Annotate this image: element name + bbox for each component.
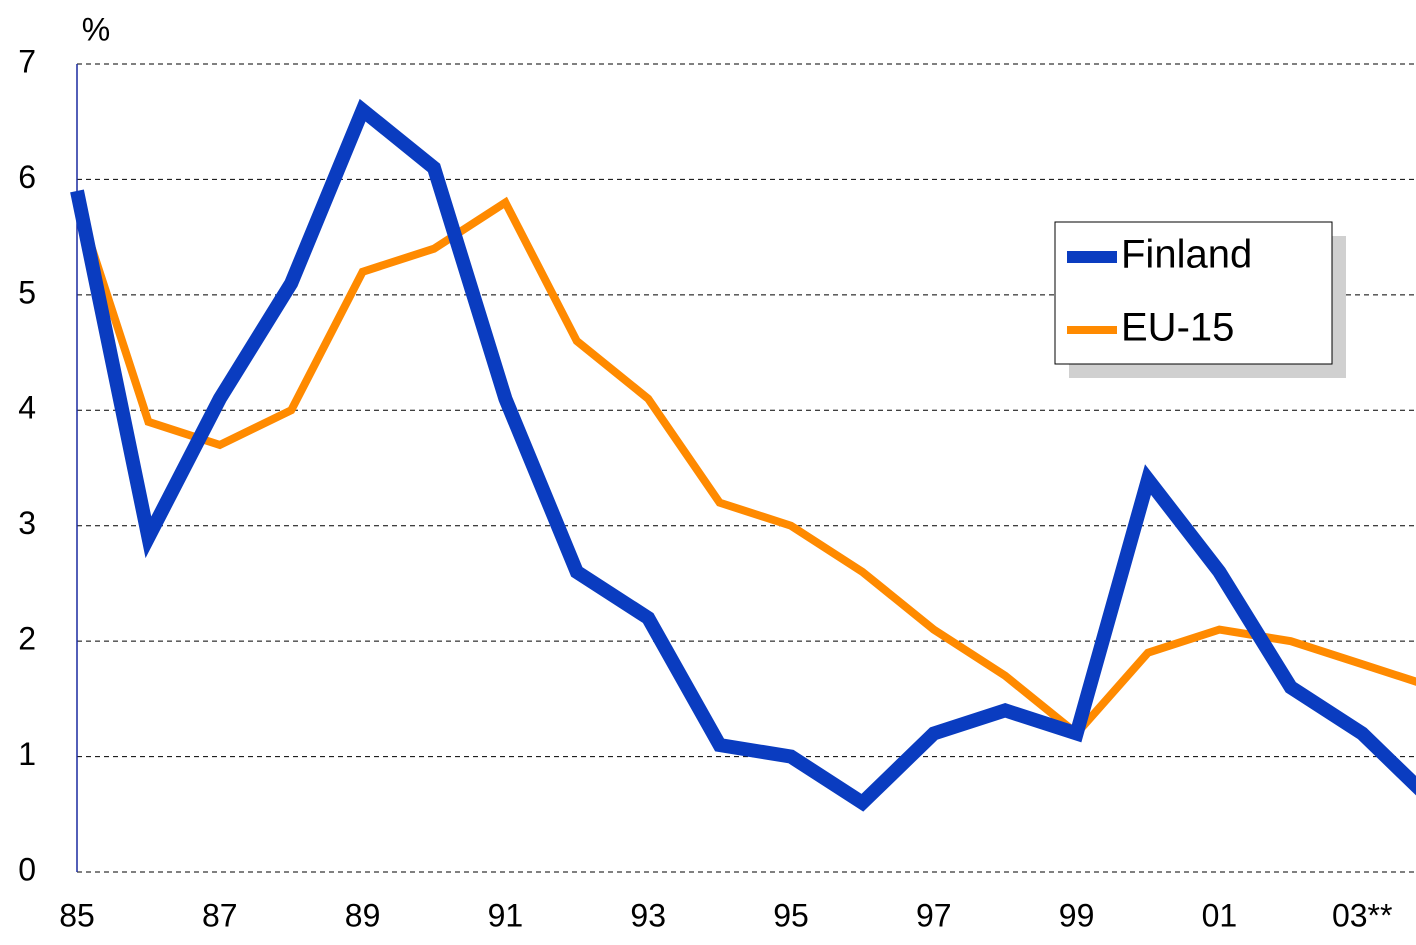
y-tick-label: 6 xyxy=(18,159,36,195)
y-tick-label: 3 xyxy=(18,505,36,541)
y-tick-label: 4 xyxy=(18,390,36,426)
line-series xyxy=(70,98,1416,812)
x-tick-label: 99 xyxy=(1059,897,1095,933)
y-tick-label: 0 xyxy=(18,851,36,887)
line-series xyxy=(73,196,1416,740)
x-tick-label: 85 xyxy=(59,897,95,933)
x-tick-label: 93 xyxy=(630,897,666,933)
x-tick-label: 91 xyxy=(488,897,524,933)
x-tick-label: 97 xyxy=(916,897,952,933)
x-tick-label: 95 xyxy=(773,897,809,933)
x-tick-label: 87 xyxy=(202,897,238,933)
x-tick-label: 01 xyxy=(1202,897,1238,933)
legend xyxy=(1054,221,1333,365)
x-tick-label: 89 xyxy=(345,897,381,933)
y-tick-label: 1 xyxy=(18,736,36,772)
y-tick-label: 7 xyxy=(18,43,36,79)
legend-label: EU-15 xyxy=(1121,306,1234,350)
y-tick-label: 5 xyxy=(18,274,36,310)
y-tick-label: 2 xyxy=(18,621,36,657)
legend-label: Finland xyxy=(1121,233,1252,277)
y-axis-label: % xyxy=(82,11,110,47)
x-tick-label: 03** xyxy=(1332,897,1393,933)
